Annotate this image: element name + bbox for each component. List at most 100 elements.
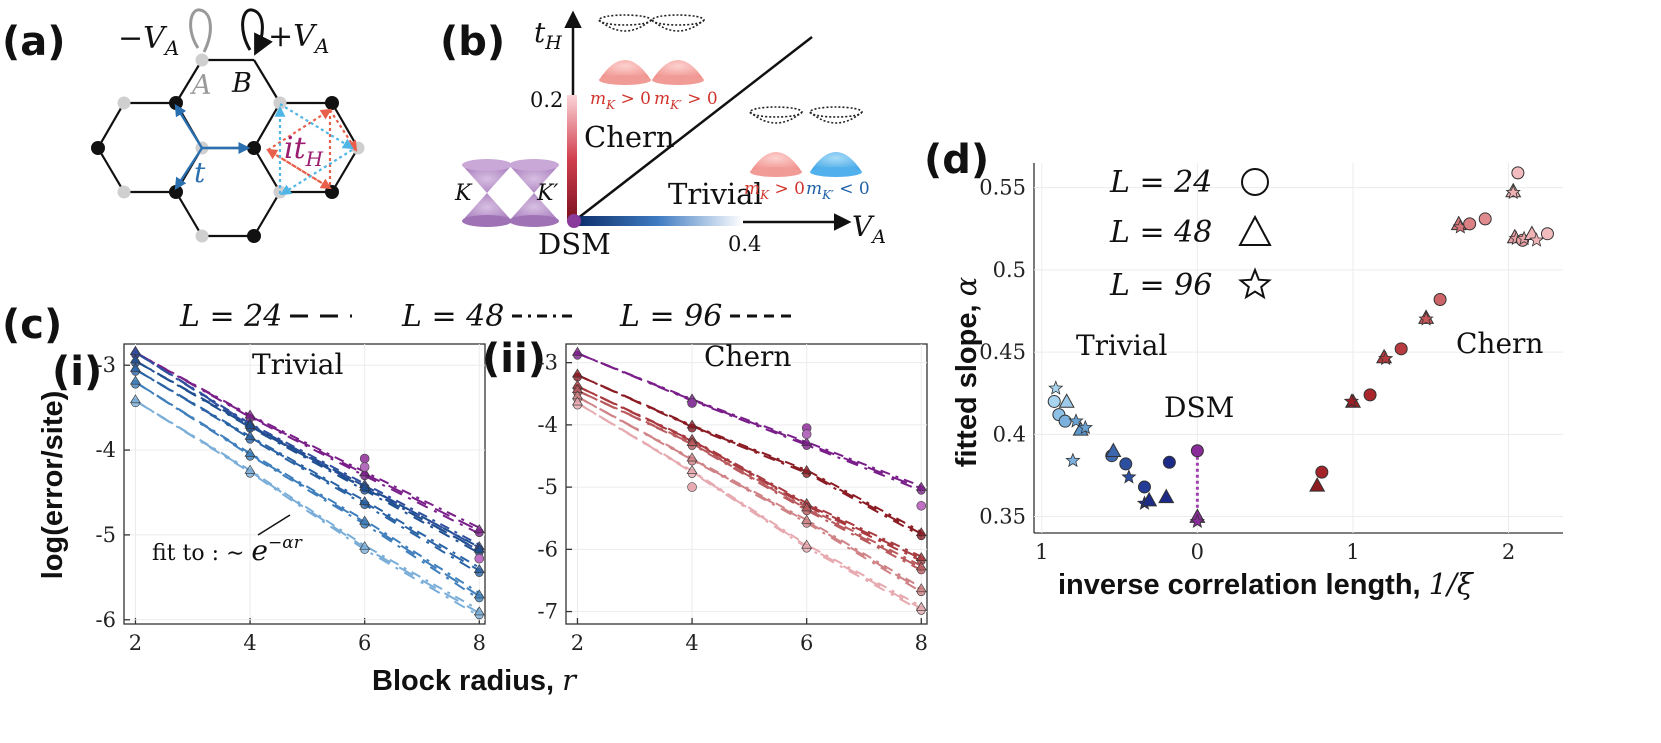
plot-d-x-axis-label: inverse correlation length, 1/ξ — [1058, 567, 1475, 601]
y-tick-label: -7 — [538, 600, 558, 624]
hop-ith-label: itH — [284, 131, 324, 171]
data-point-triangle — [571, 368, 584, 378]
data-point-triangle — [244, 430, 256, 440]
nnn-hopping-blue — [274, 103, 354, 196]
scatter-point-star — [1065, 452, 1081, 468]
scatter-point-star — [1378, 350, 1394, 366]
data-point-triangle — [359, 496, 371, 505]
subpanel-ii-label: (ii) — [482, 336, 546, 382]
data-point-triangle — [915, 527, 927, 537]
x-tick-label: 0 — [1191, 540, 1204, 564]
x-tick-label: 1 — [1035, 540, 1048, 564]
scatter-point-circle — [1394, 342, 1408, 356]
sublattice-a-site — [195, 229, 209, 243]
data-point-triangle — [686, 419, 698, 429]
y-tick-label: -3 — [96, 353, 116, 377]
sublattice-b-site — [325, 96, 339, 110]
data-point-triangle — [801, 539, 813, 549]
nn-hopping-arrows — [174, 103, 251, 191]
lattice-bond — [175, 59, 203, 104]
x-tick-label: 2 — [1502, 540, 1515, 564]
x-tick-label: 6 — [800, 631, 813, 655]
valley-kp-label: K′ — [536, 181, 558, 206]
plot-frame — [565, 343, 928, 625]
y-tick-label: 0.5 — [993, 258, 1026, 282]
x-tick-label: 8 — [915, 631, 928, 655]
data-point-triangle — [801, 436, 813, 446]
series-line — [134, 351, 480, 532]
subpanel-i-label: (i) — [52, 349, 102, 395]
series-line — [577, 352, 922, 490]
mass-chern-kp-label: mK′ > 0 — [654, 89, 718, 112]
region-chern-d-label: Chern — [1456, 327, 1543, 360]
data-point-triangle — [915, 552, 927, 561]
chern-parameter-bar — [567, 95, 577, 222]
scatter-point-circle — [1190, 444, 1204, 458]
x-tick-label: 4 — [685, 631, 698, 655]
scatter-point-circle — [1363, 388, 1377, 402]
scatter-point-star — [1048, 380, 1064, 395]
data-point-triangle — [686, 464, 698, 474]
outlier-point — [359, 462, 370, 472]
scatter-point-star — [1121, 469, 1137, 484]
legend-entry-label: L = 24 — [179, 299, 282, 334]
data-point-triangle — [571, 396, 584, 406]
x-tick-label: 8 — [473, 631, 486, 655]
valley-k-label: K — [454, 181, 473, 206]
dsm-label: DSM — [538, 227, 611, 261]
data-point-triangle — [244, 447, 256, 457]
lattice-bond — [253, 191, 281, 237]
x-tick-label: 2 — [129, 631, 142, 655]
series-line — [577, 385, 922, 558]
y-tick-label: 0.55 — [979, 176, 1026, 200]
legend-marker-triangle-icon — [1238, 214, 1272, 246]
outlier-point — [801, 429, 812, 440]
series-line — [134, 360, 480, 549]
data-point-triangle — [915, 601, 927, 611]
x-tick-label: 4 — [243, 631, 256, 655]
panel-d: (d) 1 0 1 20.350.40.450.50.55 L = 24L = 48L… — [924, 137, 1563, 601]
scatter-point-triangle — [1158, 488, 1175, 504]
sublattice-a-site — [195, 53, 209, 67]
plot-c-x-axis-label: Block radius, r — [372, 663, 578, 697]
minus-va-label: −VA — [118, 21, 179, 60]
region-trivial-d-label: Trivial — [1076, 329, 1167, 362]
plot-c-ii-title: Chern — [704, 340, 791, 373]
scatter-point-star — [1077, 419, 1093, 435]
plot-c-i-title: Trivial — [252, 348, 343, 381]
plus-va-label: +VA — [268, 19, 329, 58]
trivial-band-icons — [749, 106, 863, 177]
data-point-triangle — [915, 481, 927, 491]
y-tick-label: -4 — [96, 438, 116, 462]
scatter-point-circle — [1511, 166, 1525, 180]
hop-t-label: t — [194, 156, 206, 189]
region-chern-label: Chern — [584, 120, 675, 154]
lattice-bond — [253, 102, 281, 149]
scatter-point-triangle — [1309, 477, 1326, 492]
scatter-point-triangle — [1105, 442, 1122, 458]
y-tick-label: -4 — [538, 413, 558, 437]
scatter-point-circle — [1119, 457, 1133, 471]
panel-c-label: (c) — [2, 302, 62, 348]
fit-annotation-pointer — [257, 514, 291, 536]
mass-trivial-k-label: mK > 0 — [744, 179, 805, 202]
dsm-point-marker — [567, 214, 581, 228]
series-line — [577, 389, 922, 567]
scatter-point-circle — [1315, 465, 1329, 479]
data-point-triangle — [571, 346, 584, 356]
outlier-point — [687, 482, 697, 492]
data-point-triangle — [473, 589, 485, 599]
data-point-triangle — [473, 543, 485, 553]
y-tick-label: -6 — [96, 608, 116, 632]
legend-entry-label: L = 96 — [619, 299, 722, 334]
panel-b: (b) tH VA 0.2 0.4 Chern Trivial DSM K K′ — [440, 10, 886, 261]
phase-boundary-line — [572, 36, 813, 223]
outlier-point — [474, 553, 485, 564]
scatter-point-star — [1189, 513, 1205, 528]
sublattice-a-site — [117, 96, 131, 110]
trivial-parameter-bar — [573, 216, 743, 226]
dirac-cone-kp-icon — [509, 159, 559, 227]
data-point-triangle — [801, 514, 813, 524]
sublattice-b-site — [247, 229, 261, 243]
outlier-point — [359, 453, 370, 464]
